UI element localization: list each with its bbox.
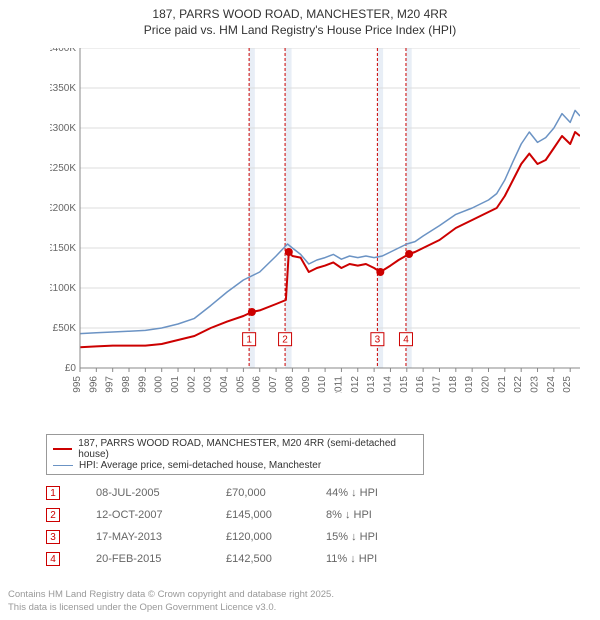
sale-price: £145,000 [226, 509, 326, 521]
svg-text:3: 3 [375, 335, 381, 346]
svg-text:2023: 2023 [530, 376, 541, 393]
svg-text:1998: 1998 [121, 376, 132, 393]
sale-row: 4 20-FEB-2015£142,50011% ↓ HPI [46, 548, 546, 570]
svg-text:2015: 2015 [399, 376, 410, 393]
legend-label: HPI: Average price, semi-detached house,… [79, 460, 321, 471]
title-address: 187, PARRS WOOD ROAD, MANCHESTER, M20 4R… [0, 6, 600, 22]
svg-text:4: 4 [403, 335, 409, 346]
footer-line2: This data is licensed under the Open Gov… [8, 602, 334, 614]
chart-titles: 187, PARRS WOOD ROAD, MANCHESTER, M20 4R… [0, 0, 600, 38]
legend-label: 187, PARRS WOOD ROAD, MANCHESTER, M20 4R… [78, 438, 417, 460]
sale-index-badge: 1 [46, 486, 60, 500]
svg-text:2014: 2014 [382, 376, 393, 393]
sale-row: 3 17-MAY-2013£120,00015% ↓ HPI [46, 526, 546, 548]
svg-text:2001: 2001 [170, 376, 181, 393]
svg-text:2006: 2006 [252, 376, 263, 393]
sale-hpi-diff: 15% ↓ HPI [326, 531, 446, 543]
legend-swatch [53, 465, 73, 466]
svg-text:2003: 2003 [203, 376, 214, 393]
svg-text:2010: 2010 [317, 376, 328, 393]
svg-text:2011: 2011 [333, 376, 344, 393]
svg-text:2016: 2016 [415, 376, 426, 393]
svg-text:2025: 2025 [562, 376, 573, 393]
sale-price: £120,000 [226, 531, 326, 543]
sale-hpi-diff: 8% ↓ HPI [326, 509, 446, 521]
sale-index-badge: 3 [46, 530, 60, 544]
svg-text:2000: 2000 [154, 376, 165, 393]
svg-text:£300K: £300K [50, 123, 76, 134]
sale-row: 1 08-JUL-2005£70,00044% ↓ HPI [46, 482, 546, 504]
svg-text:1997: 1997 [105, 376, 116, 393]
sale-date: 08-JUL-2005 [96, 487, 226, 499]
svg-text:2018: 2018 [448, 376, 459, 393]
svg-text:£100K: £100K [50, 283, 76, 294]
svg-text:1: 1 [246, 335, 252, 346]
sale-date: 12-OCT-2007 [96, 509, 226, 521]
sale-hpi-diff: 44% ↓ HPI [326, 487, 446, 499]
price-chart: £0 £50K £100K £150K £200K £250K £300K £350K £400… [50, 48, 580, 393]
legend: 187, PARRS WOOD ROAD, MANCHESTER, M20 4R… [46, 434, 424, 475]
svg-text:2021: 2021 [497, 376, 508, 393]
svg-text:2008: 2008 [284, 376, 295, 393]
svg-text:2013: 2013 [366, 376, 377, 393]
svg-text:£350K: £350K [50, 83, 76, 94]
svg-text:2017: 2017 [431, 376, 442, 393]
svg-text:2004: 2004 [219, 376, 230, 393]
svg-text:2019: 2019 [464, 376, 475, 393]
sale-row: 2 12-OCT-2007£145,0008% ↓ HPI [46, 504, 546, 526]
svg-text:£250K: £250K [50, 163, 76, 174]
sale-index-badge: 4 [46, 552, 60, 566]
svg-text:2012: 2012 [350, 376, 361, 393]
svg-text:2005: 2005 [235, 376, 246, 393]
svg-text:£200K: £200K [50, 203, 76, 214]
sale-hpi-diff: 11% ↓ HPI [326, 553, 446, 565]
svg-text:2: 2 [282, 335, 288, 346]
svg-text:2022: 2022 [513, 376, 524, 393]
sales-table: 1 08-JUL-2005£70,00044% ↓ HPI 2 12-OCT-2007… [46, 482, 546, 570]
legend-row: HPI: Average price, semi-detached house,… [53, 460, 417, 471]
svg-text:2002: 2002 [186, 376, 197, 393]
svg-text:£50K: £50K [53, 323, 77, 334]
sale-index-badge: 2 [46, 508, 60, 522]
svg-text:1999: 1999 [137, 376, 148, 393]
legend-swatch [53, 448, 72, 450]
svg-text:£150K: £150K [50, 243, 76, 254]
svg-text:2020: 2020 [480, 376, 491, 393]
svg-text:2024: 2024 [546, 376, 557, 393]
sale-date: 17-MAY-2013 [96, 531, 226, 543]
svg-text:£400K: £400K [50, 48, 76, 54]
footer-attribution: Contains HM Land Registry data © Crown c… [8, 589, 334, 614]
title-sub: Price paid vs. HM Land Registry's House … [0, 22, 600, 38]
svg-text:£0: £0 [65, 363, 77, 374]
svg-text:1996: 1996 [88, 376, 99, 393]
svg-text:2007: 2007 [268, 376, 279, 393]
sale-price: £70,000 [226, 487, 326, 499]
legend-row: 187, PARRS WOOD ROAD, MANCHESTER, M20 4R… [53, 438, 417, 460]
sale-date: 20-FEB-2015 [96, 553, 226, 565]
sale-price: £142,500 [226, 553, 326, 565]
footer-line1: Contains HM Land Registry data © Crown c… [8, 589, 334, 601]
svg-text:1995: 1995 [72, 376, 83, 393]
svg-text:2009: 2009 [301, 376, 312, 393]
